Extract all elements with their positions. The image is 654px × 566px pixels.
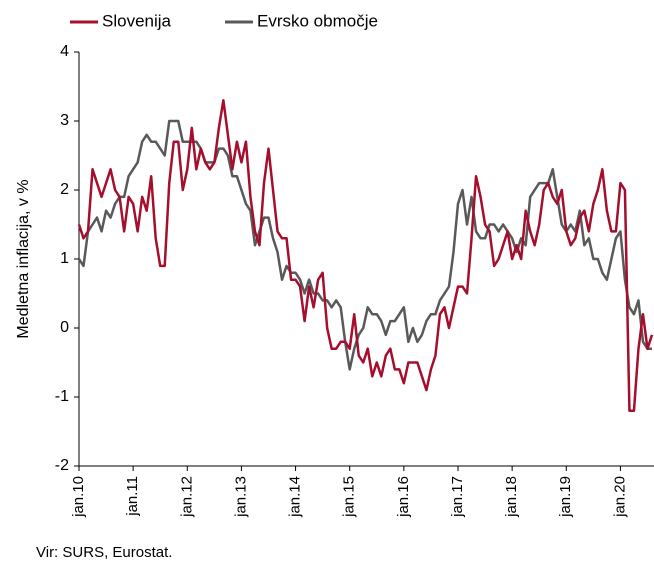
- series-line: [77, 119, 652, 371]
- x-tick-label: jan.18: [503, 476, 520, 518]
- legend-label: Evrsko območje: [257, 11, 378, 30]
- x-tick-label: jan.17: [449, 476, 466, 518]
- series-line: [77, 99, 654, 413]
- x-tick-label: jan.14: [287, 476, 304, 518]
- y-tick-label: -2: [55, 457, 69, 474]
- y-axis-label: Medletna inflacija, v %: [15, 179, 32, 338]
- x-tick-label: jan.16: [395, 476, 412, 518]
- x-tick-label: jan.11: [124, 476, 141, 517]
- x-tick-label: jan.10: [70, 476, 87, 518]
- y-tick-label: 3: [60, 112, 69, 129]
- y-tick-label: -1: [55, 388, 69, 405]
- y-tick-label: 4: [60, 43, 69, 60]
- y-tick-label: 2: [60, 181, 69, 198]
- source: Vir: SURS, Eurostat.: [36, 544, 172, 561]
- legend-label: Slovenija: [102, 11, 172, 30]
- x-tick-label: jan.19: [557, 476, 574, 518]
- x-tick-label: jan.20: [611, 476, 628, 518]
- y-tick-label: 1: [60, 250, 69, 267]
- x-tick-label: jan.15: [341, 476, 358, 518]
- x-tick-label: jan.12: [178, 476, 195, 518]
- x-tick-label: jan.13: [232, 476, 249, 518]
- y-tick-label: 0: [60, 319, 69, 336]
